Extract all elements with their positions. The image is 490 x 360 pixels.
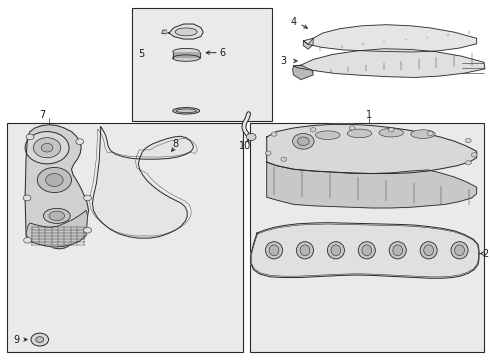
Polygon shape — [167, 24, 203, 39]
Bar — [132, 8, 271, 121]
Circle shape — [265, 151, 271, 155]
Ellipse shape — [44, 208, 70, 224]
Circle shape — [37, 167, 72, 193]
Polygon shape — [303, 39, 313, 49]
Ellipse shape — [362, 245, 372, 256]
Ellipse shape — [266, 242, 283, 259]
Text: 5: 5 — [138, 49, 145, 59]
Circle shape — [466, 138, 471, 143]
Polygon shape — [162, 30, 167, 34]
Bar — [249, 123, 484, 352]
Ellipse shape — [347, 129, 372, 138]
Ellipse shape — [358, 242, 375, 259]
Ellipse shape — [411, 130, 435, 138]
Circle shape — [25, 132, 69, 164]
Circle shape — [36, 337, 44, 342]
Circle shape — [246, 134, 256, 140]
Ellipse shape — [455, 245, 465, 256]
Circle shape — [310, 128, 316, 132]
Polygon shape — [267, 162, 477, 208]
Ellipse shape — [175, 28, 197, 36]
Circle shape — [46, 174, 63, 186]
Ellipse shape — [379, 129, 403, 137]
Text: 10: 10 — [239, 141, 251, 151]
Circle shape — [297, 137, 309, 145]
Polygon shape — [303, 25, 477, 52]
Ellipse shape — [331, 245, 341, 256]
Ellipse shape — [327, 242, 344, 259]
Ellipse shape — [49, 211, 65, 221]
Circle shape — [23, 195, 31, 201]
Circle shape — [24, 237, 31, 243]
Circle shape — [466, 161, 471, 165]
Polygon shape — [93, 127, 194, 238]
Ellipse shape — [393, 245, 403, 256]
Ellipse shape — [424, 245, 434, 256]
Circle shape — [349, 126, 355, 130]
Polygon shape — [172, 51, 200, 58]
Text: 2: 2 — [482, 248, 489, 258]
Circle shape — [84, 195, 92, 201]
Circle shape — [31, 333, 49, 346]
Polygon shape — [25, 125, 89, 249]
Text: 9: 9 — [13, 334, 20, 345]
Circle shape — [427, 131, 433, 135]
Text: 1: 1 — [366, 110, 372, 120]
Ellipse shape — [173, 48, 199, 55]
Bar — [6, 123, 244, 352]
Text: 7: 7 — [39, 110, 45, 120]
Ellipse shape — [316, 131, 340, 139]
Ellipse shape — [420, 242, 437, 259]
Ellipse shape — [172, 55, 200, 61]
Polygon shape — [26, 211, 88, 247]
Ellipse shape — [389, 242, 406, 259]
Polygon shape — [267, 125, 477, 174]
Circle shape — [26, 134, 34, 140]
Circle shape — [471, 153, 477, 157]
Polygon shape — [294, 49, 485, 77]
Text: 4: 4 — [291, 17, 296, 27]
Text: 6: 6 — [220, 48, 226, 58]
Ellipse shape — [451, 242, 468, 259]
Polygon shape — [293, 65, 313, 80]
Circle shape — [281, 157, 287, 161]
Text: 8: 8 — [172, 139, 178, 149]
Ellipse shape — [300, 245, 310, 256]
Ellipse shape — [269, 245, 279, 256]
Ellipse shape — [173, 108, 199, 114]
Ellipse shape — [296, 242, 314, 259]
Circle shape — [33, 138, 61, 158]
Polygon shape — [250, 223, 479, 278]
Circle shape — [84, 227, 92, 233]
Circle shape — [388, 128, 394, 132]
Circle shape — [293, 134, 314, 149]
Circle shape — [76, 139, 84, 144]
Circle shape — [271, 132, 277, 136]
Text: 3: 3 — [281, 56, 287, 66]
Circle shape — [41, 143, 53, 152]
